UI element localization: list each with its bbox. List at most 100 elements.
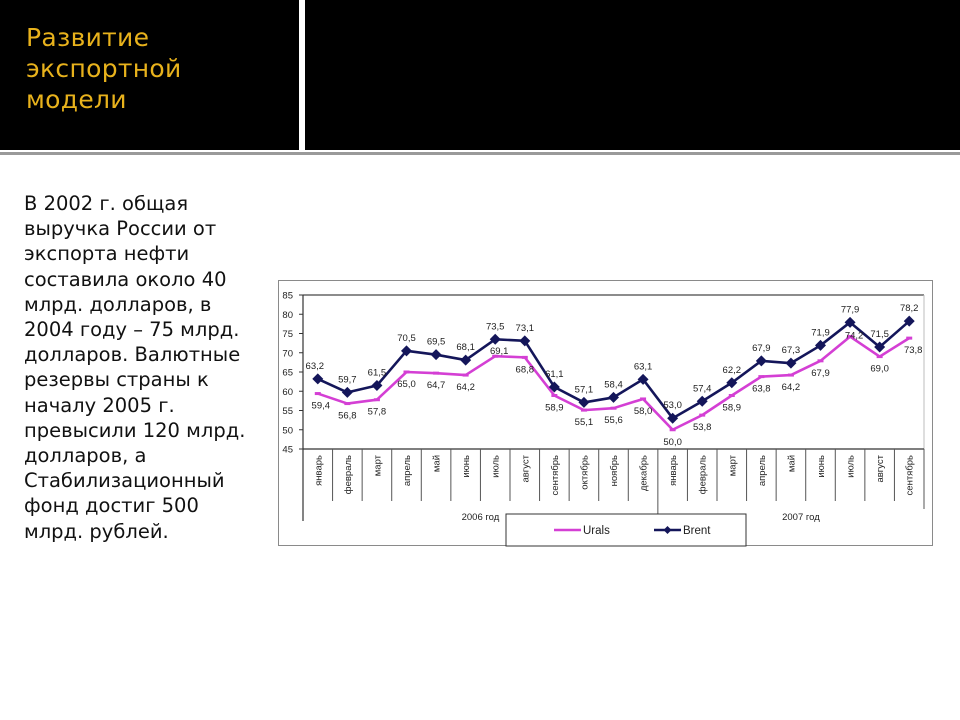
data-label-urals: 56,8 xyxy=(338,411,357,422)
oil-price-chart: 45 50 55 60 65 70 75 80 85 январь февраль март апрел… xyxy=(278,280,933,547)
data-label-urals: 69,0 xyxy=(870,364,889,375)
y-tick-label: 70 xyxy=(282,348,293,359)
title-bar-right xyxy=(305,0,960,150)
x-tick-label: сентябрь xyxy=(905,455,916,495)
x-tick-label: май xyxy=(432,455,443,472)
data-label-brent: 59,7 xyxy=(338,374,357,385)
data-point-marker xyxy=(844,316,856,328)
x-tick-label: февраль xyxy=(343,455,354,494)
data-label-urals: 67,9 xyxy=(811,368,830,379)
data-label-urals: 53,8 xyxy=(693,422,712,433)
data-label-urals: 58,9 xyxy=(723,402,742,413)
data-label-brent: 73,1 xyxy=(516,323,535,334)
body-line: фонд достиг 500 xyxy=(24,494,199,518)
data-label-brent: 71,5 xyxy=(870,329,889,340)
data-label-urals: 69,1 xyxy=(490,346,509,357)
data-label-brent: 57,4 xyxy=(693,383,712,394)
x-tick-label: февраль xyxy=(698,455,709,494)
x-tick-label: июль xyxy=(491,455,502,478)
x-tick-label: март xyxy=(372,454,383,476)
body-line: Стабилизационный xyxy=(24,469,225,493)
y-tick-label: 60 xyxy=(282,387,293,398)
data-point-marker xyxy=(578,396,590,408)
x-tick-label: июль xyxy=(846,455,857,478)
series-brent xyxy=(312,315,915,424)
x-tick-label: июнь xyxy=(461,455,472,478)
data-label-urals: 68,8 xyxy=(516,364,535,375)
data-label-urals: 59,4 xyxy=(312,401,331,412)
data-point-marker xyxy=(608,391,619,403)
body-line: резервы страны к xyxy=(24,368,209,392)
data-label-urals: 58,9 xyxy=(545,402,564,413)
data-label-brent: 71,9 xyxy=(811,327,830,338)
data-label-brent: 77,9 xyxy=(841,304,860,315)
data-label-brent: 69,5 xyxy=(427,337,446,348)
x-tick-label: апрель xyxy=(402,455,413,486)
data-point-marker xyxy=(312,373,324,385)
y-tick-label: 80 xyxy=(282,310,293,321)
title-bar-left xyxy=(0,0,299,150)
data-point-marker xyxy=(637,373,649,385)
data-label-brent: 67,9 xyxy=(752,343,771,354)
data-label-brent: 53,0 xyxy=(663,400,682,411)
slide-body-text: В 2002 г. общая выручка России от экспорта… xyxy=(24,191,274,544)
x-tick-label: январь xyxy=(668,455,679,486)
data-label-brent: 62,2 xyxy=(723,365,742,376)
data-label-urals: 58,0 xyxy=(634,406,653,417)
legend-urals-label: Urals xyxy=(583,525,610,537)
x-tick-label: май xyxy=(786,455,797,472)
body-line: долларов, а xyxy=(24,444,147,468)
group-label: 2007 год xyxy=(782,512,820,523)
data-point-marker xyxy=(667,412,679,424)
chart-legend: Urals Brent xyxy=(505,513,747,547)
data-point-marker xyxy=(548,381,560,393)
x-tick-label: декабрь xyxy=(639,455,650,491)
data-label-urals: 64,2 xyxy=(782,382,801,393)
data-point-marker xyxy=(371,379,383,391)
body-line: долларов. Валютные xyxy=(24,343,241,367)
data-point-marker xyxy=(874,341,886,353)
x-tick-label: апрель xyxy=(757,455,768,486)
data-label-urals: 57,8 xyxy=(368,407,387,418)
x-tick-label: июнь xyxy=(816,455,827,478)
x-tick-label: март xyxy=(727,454,738,476)
data-label-urals: 55,1 xyxy=(575,417,594,428)
data-label-brent: 57,1 xyxy=(575,384,594,395)
data-point-marker xyxy=(755,355,767,367)
series-urals xyxy=(314,335,913,432)
data-label-urals: 74,2 xyxy=(845,331,864,342)
body-line: млрд. долларов, в xyxy=(24,292,212,316)
data-label-brent: 61,5 xyxy=(368,367,387,378)
data-label-brent: 63,1 xyxy=(634,361,653,372)
data-label-urals: 55,6 xyxy=(604,415,623,426)
data-point-marker xyxy=(430,349,442,361)
data-label-urals: 64,2 xyxy=(456,382,475,393)
data-point-marker xyxy=(519,335,531,347)
x-tick-label: август xyxy=(520,454,531,482)
y-tick-label: 55 xyxy=(282,406,293,417)
legend-brent-label: Brent xyxy=(683,525,711,537)
body-line: превысили 120 млрд. xyxy=(24,418,246,442)
body-line: составила около 40 xyxy=(24,267,227,291)
y-tick-label: 50 xyxy=(282,425,293,436)
chart-canvas: 45 50 55 60 65 70 75 80 85 январь февраль март апрел… xyxy=(282,291,925,547)
data-label-urals: 73,8 xyxy=(904,345,923,356)
y-tick-label: 65 xyxy=(282,368,293,379)
legend-brent-marker xyxy=(663,526,672,534)
data-point-marker xyxy=(785,357,797,369)
data-point-marker xyxy=(726,377,738,389)
body-line: млрд. рублей. xyxy=(24,519,169,543)
x-tick-label: ноябрь xyxy=(609,455,620,486)
data-label-urals: 63,8 xyxy=(752,384,771,395)
y-tick-label: 75 xyxy=(282,329,293,340)
data-label-brent: 63,2 xyxy=(306,361,325,372)
data-label-brent: 61,1 xyxy=(545,369,564,380)
data-label-urals: 50,0 xyxy=(663,437,682,448)
legend-box xyxy=(505,513,747,547)
data-label-brent: 70,5 xyxy=(397,333,416,344)
body-line: В 2002 г. общая xyxy=(24,192,189,215)
data-point-marker xyxy=(903,315,915,327)
data-label-brent: 58,4 xyxy=(604,379,623,390)
data-label-urals: 65,0 xyxy=(397,379,416,390)
data-point-marker xyxy=(696,395,708,407)
